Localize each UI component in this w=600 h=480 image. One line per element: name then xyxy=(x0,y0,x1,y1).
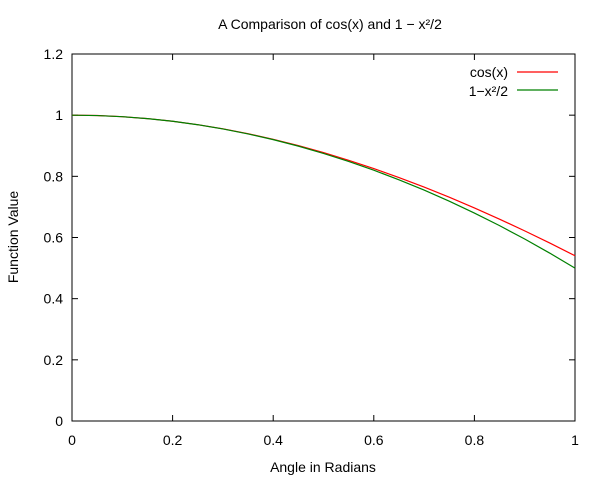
axis-ticks xyxy=(71,53,576,422)
y-tick-label: 1 xyxy=(55,107,63,123)
x-tick-label: 0 xyxy=(68,432,76,448)
legend-label: cos(x) xyxy=(470,64,508,80)
x-axis-label: Angle in Radians xyxy=(270,459,376,475)
series-line-taylor xyxy=(71,114,576,269)
y-tick-label: 0.2 xyxy=(44,352,64,368)
legend: cos(x) 1−x²/2 xyxy=(469,64,558,99)
series-lines xyxy=(71,114,576,269)
legend-label: 1−x²/2 xyxy=(469,83,509,99)
axis-tick-labels: 0 0.2 0.4 0.6 0.8 1 0 0.2 0.4 0.6 0.8 1 1.2 xyxy=(44,46,580,448)
legend-entry-taylor: 1−x²/2 xyxy=(469,83,558,99)
chart-title: A Comparison of cos(x) and 1 − x²/2 xyxy=(218,16,442,32)
y-tick-label: 0.4 xyxy=(44,291,64,307)
y-tick-label: 0.6 xyxy=(44,230,64,246)
x-tick-label: 0.8 xyxy=(465,432,485,448)
y-tick-label: 0 xyxy=(55,413,63,429)
y-axis-label: Function Value xyxy=(5,191,21,284)
x-tick-label: 0.2 xyxy=(163,432,183,448)
x-tick-label: 0.4 xyxy=(263,432,283,448)
y-tick-label: 1.2 xyxy=(44,46,64,62)
y-tick-label: 0.8 xyxy=(44,168,64,184)
series-line-cos xyxy=(71,114,576,257)
plot-frame xyxy=(71,53,576,422)
x-tick-label: 1 xyxy=(571,432,579,448)
legend-entry-cos: cos(x) xyxy=(470,64,558,80)
x-tick-label: 0.6 xyxy=(364,432,384,448)
plot-area xyxy=(71,53,576,422)
